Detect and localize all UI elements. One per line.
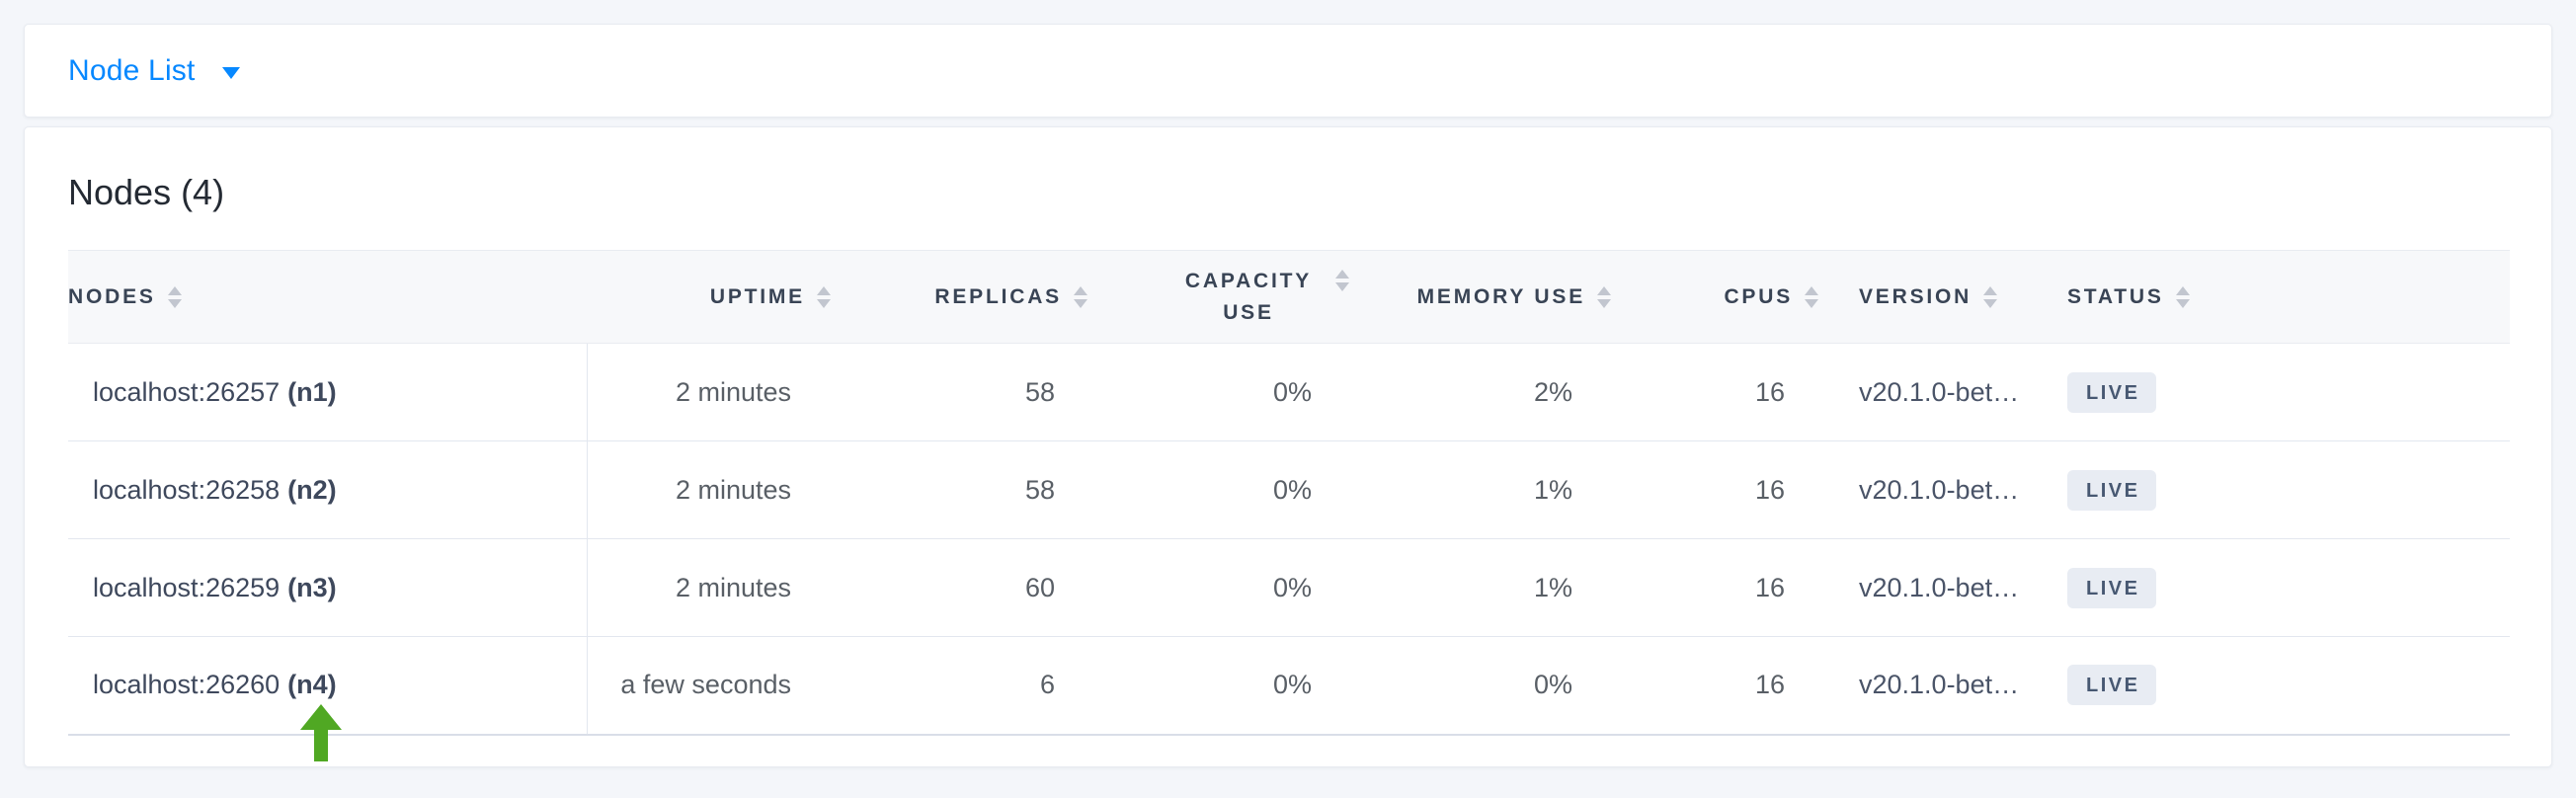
nodes-panel: Nodes (4) NODES UPTIME REPLICAS CAPACITY… — [24, 126, 2552, 767]
sort-arrows-icon — [2175, 285, 2190, 308]
uptime-cell: 2 minutes — [587, 343, 831, 441]
node-list-dropdown[interactable]: Node List — [68, 54, 240, 88]
memory-cell: 0% — [1349, 636, 1611, 736]
status-cell: LIVE — [2036, 538, 2510, 637]
node-address-link[interactable]: localhost:26258 (n2) — [68, 440, 588, 539]
column-header-memory-use[interactable]: MEMORY USE — [1349, 250, 1611, 344]
column-header-capacity-use[interactable]: CAPACITY USE — [1087, 250, 1349, 344]
column-header-status[interactable]: STATUS — [2036, 250, 2510, 344]
page-title: Nodes (4) — [68, 172, 225, 212]
version-cell: v20.1.0-bet… — [1818, 343, 2036, 441]
cpus-cell: 16 — [1611, 538, 1818, 637]
table-header-row: NODES UPTIME REPLICAS CAPACITY USE MEMOR… — [68, 250, 2510, 344]
memory-cell: 2% — [1349, 343, 1611, 441]
version-cell: v20.1.0-bet… — [1818, 538, 2036, 637]
column-header-replicas[interactable]: REPLICAS — [831, 250, 1087, 344]
cpus-cell: 16 — [1611, 440, 1818, 539]
status-badge: LIVE — [2067, 567, 2157, 608]
cpus-cell: 16 — [1611, 343, 1818, 441]
uptime-cell: 2 minutes — [587, 440, 831, 539]
sort-arrows-icon — [1805, 285, 1818, 308]
version-cell: v20.1.0-bet… — [1818, 636, 2036, 736]
table-row-node-2: localhost:26258 (n2) 2 minutes 58 0% 1% 1… — [68, 440, 2510, 539]
uptime-cell: 2 minutes — [587, 538, 831, 637]
view-selector-bar: Node List — [24, 24, 2552, 118]
node-list-dropdown-label: Node List — [68, 53, 196, 87]
memory-cell: 1% — [1349, 440, 1611, 539]
capacity-cell: 0% — [1087, 538, 1349, 637]
caret-down-icon — [221, 66, 240, 79]
column-header-version[interactable]: VERSION — [1818, 250, 2036, 344]
capacity-cell: 0% — [1087, 343, 1349, 441]
status-badge: LIVE — [2067, 371, 2157, 413]
status-cell: LIVE — [2036, 636, 2510, 736]
table-row-node-1: localhost:26257 (n1) 2 minutes 58 0% 2% 1… — [68, 343, 2510, 441]
status-cell: LIVE — [2036, 343, 2510, 441]
table-row-node-3: localhost:26259 (n3) 2 minutes 60 0% 1% 1… — [68, 538, 2510, 637]
green-up-arrow-icon — [300, 704, 342, 761]
column-header-uptime[interactable]: UPTIME — [587, 250, 831, 344]
status-cell: LIVE — [2036, 440, 2510, 539]
sort-arrows-icon — [1335, 270, 1349, 291]
replicas-cell: 58 — [831, 440, 1087, 539]
memory-cell: 1% — [1349, 538, 1611, 637]
uptime-cell: a few seconds — [587, 636, 831, 736]
sort-arrows-icon — [817, 285, 831, 308]
status-badge: LIVE — [2067, 665, 2157, 706]
replicas-cell: 58 — [831, 343, 1087, 441]
column-header-cpus[interactable]: CPUS — [1611, 250, 1818, 344]
sort-arrows-icon — [1597, 285, 1611, 308]
capacity-cell: 0% — [1087, 440, 1349, 539]
version-cell: v20.1.0-bet… — [1818, 440, 2036, 539]
sort-arrows-icon — [1074, 285, 1087, 308]
column-header-nodes[interactable]: NODES — [68, 250, 587, 344]
replicas-cell: 6 — [831, 636, 1087, 736]
replicas-cell: 60 — [831, 538, 1087, 637]
sort-arrows-icon — [1983, 285, 1998, 308]
cpus-cell: 16 — [1611, 636, 1818, 736]
table-row-node-4: localhost:26260 (n4) a few seconds 6 0% 0… — [68, 636, 2510, 736]
node-address-link[interactable]: localhost:26257 (n1) — [68, 343, 588, 441]
node-address-link[interactable]: localhost:26259 (n3) — [68, 538, 588, 637]
status-badge: LIVE — [2067, 469, 2157, 511]
nodes-table: NODES UPTIME REPLICAS CAPACITY USE MEMOR… — [68, 250, 2510, 736]
sort-arrows-icon — [167, 285, 182, 308]
capacity-cell: 0% — [1087, 636, 1349, 736]
